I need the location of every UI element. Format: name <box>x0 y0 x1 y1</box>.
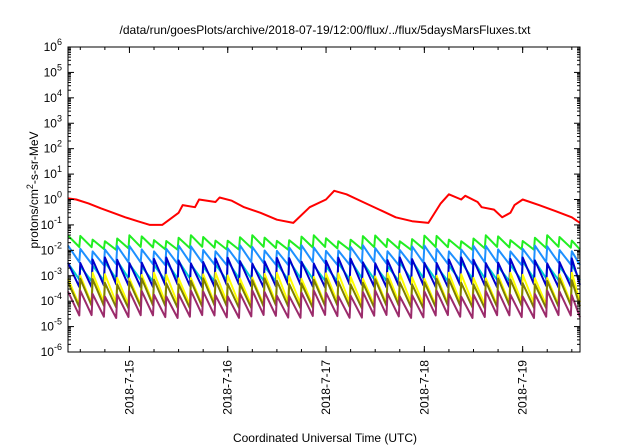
y-tick-label: 10-2 <box>41 240 62 257</box>
y-tick-label: 10-5 <box>41 317 62 334</box>
x-tick-label: 2018-7-17 <box>319 360 333 415</box>
x-tick-label: 2018-7-15 <box>122 360 136 415</box>
y-axis-ticks: 10-6 10-5 10-4 10-3 10-2 10-1 100 101 102 103 104 1… <box>41 37 580 359</box>
x-tick-label: 2018-7-19 <box>516 360 530 415</box>
x-axis-ticks: 2018-7-15 2018-7-16 2018-7-17 2018-7-18 2018… <box>79 47 573 415</box>
series-line <box>67 289 581 319</box>
y-tick-label: 105 <box>44 62 62 79</box>
y-tick-label: 10-6 <box>41 342 62 359</box>
x-axis-label: Coordinated Universal Time (UTC) <box>233 431 417 445</box>
x-tick-label: 2018-7-16 <box>221 360 235 415</box>
y-tick-label: 100 <box>44 190 62 207</box>
y-axis-label-prefix: protons/cm <box>27 189 41 248</box>
svg-text:protons/cm2-s-sr-MeV: protons/cm2-s-sr-MeV <box>25 131 41 248</box>
y-tick-label: 102 <box>44 139 62 156</box>
y-tick-label: 10-3 <box>41 266 62 283</box>
series-line <box>67 189 581 226</box>
series-lines <box>67 189 581 319</box>
y-tick-label: 103 <box>44 113 62 130</box>
chart-title: /data/run/goesPlots/archive/2018-07-19/1… <box>120 23 532 37</box>
y-tick-label: 10-4 <box>41 291 62 308</box>
series-line <box>67 234 581 251</box>
plot-frame <box>67 46 581 353</box>
x-tick-label: 2018-7-18 <box>417 360 431 415</box>
y-tick-label: 106 <box>44 37 62 54</box>
y-tick-label: 104 <box>44 88 62 105</box>
y-axis-label-suffix: -s-sr-MeV <box>27 131 41 184</box>
y-tick-label: 10-1 <box>41 215 62 232</box>
y-axis-label: protons/cm2-s-sr-MeV <box>25 131 41 248</box>
series-line <box>67 244 581 267</box>
y-axis-label-sup: 2 <box>25 184 35 189</box>
y-tick-label: 101 <box>44 164 62 181</box>
